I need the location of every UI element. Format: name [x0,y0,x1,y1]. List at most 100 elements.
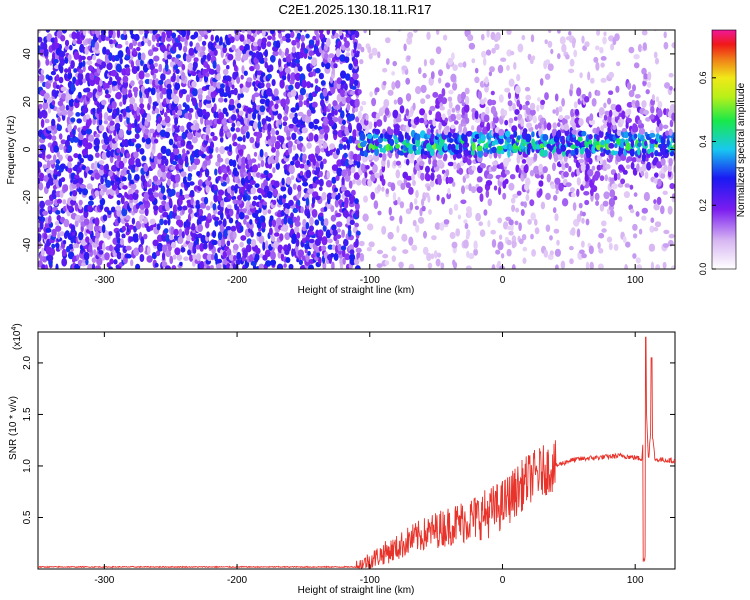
heatmap-cell [340,110,345,119]
heatmap-cell [590,77,595,84]
heatmap-cell [397,30,402,32]
heatmap-cell [523,172,527,179]
heatmap-cell [318,212,324,217]
heatmap-cell [206,231,210,238]
heatmap-cell [644,171,649,180]
heatmap-cell [373,117,378,122]
heatmap-cell [265,82,271,89]
heatmap-cell [398,261,404,269]
heatmap-cell [540,99,546,106]
heatmap-cell [212,135,218,141]
heatmap-cell [83,251,90,261]
heatmap-cell [353,41,358,51]
heatmap-cell [205,99,212,104]
heatmap-cell [359,132,366,141]
heatmap-cell [222,92,229,98]
heatmap-cell [527,142,532,151]
heatmap-x-tick-label: -300 [94,275,114,286]
heatmap-cell [135,220,142,230]
heatmap-cell [353,159,358,166]
heatmap-cell [264,151,268,158]
heatmap-cell [52,51,56,61]
heatmap-cell [323,116,329,126]
heatmap-cell [524,86,531,92]
heatmap-cell [201,45,206,52]
heatmap-cell [103,111,109,121]
snr-multiplier-close: ) [12,323,23,326]
heatmap-cell [591,185,598,193]
heatmap-cell [101,99,107,106]
heatmap-cell [645,89,650,95]
heatmap-cell [318,186,323,192]
heatmap-cell [515,85,521,95]
heatmap-cell [214,168,218,176]
heatmap-cell [133,247,140,256]
heatmap-cell [534,219,538,226]
heatmap-cell [177,34,182,42]
heatmap-cell [595,139,600,146]
heatmap-cell [396,225,400,233]
heatmap-cell [140,52,146,61]
heatmap-cell [184,104,190,112]
heatmap-cell [58,154,63,162]
heatmap-cell [457,214,462,220]
heatmap-cell [186,234,192,242]
heatmap-cell [615,85,620,93]
heatmap-cell [588,245,594,255]
heatmap-cell [340,70,347,79]
heatmap-cell [155,250,161,257]
heatmap-cell [225,226,232,231]
heatmap-cell [69,44,73,51]
heatmap-cell [565,54,570,60]
heatmap-cell [255,63,260,71]
heatmap-cell [76,254,80,261]
heatmap-cell [382,253,389,259]
heatmap-cell [554,213,559,222]
heatmap-cell [518,238,524,245]
heatmap-cell [408,263,415,269]
heatmap-cell [641,30,648,36]
heatmap-cell [169,234,174,241]
heatmap-cell [263,179,268,188]
heatmap-cell [549,235,553,241]
heatmap-cell [134,166,139,172]
heatmap-cell [187,62,194,71]
heatmap-cell [126,113,131,118]
heatmap-cell [217,258,223,264]
heatmap-cell [122,185,128,190]
heatmap-cell [632,253,637,259]
heatmap-cell [539,78,544,86]
heatmap-cell [152,47,159,52]
heatmap-cell [101,152,108,160]
heatmap-cell [423,230,427,239]
heatmap-cell [232,159,237,168]
heatmap-cell [189,254,194,262]
heatmap-cell [74,202,79,212]
heatmap-cell [153,192,160,198]
heatmap-cell [444,117,448,123]
heatmap-cell [94,225,101,232]
heatmap-cell [56,214,62,221]
heatmap-cell [498,94,504,103]
heatmap-cell [172,182,176,189]
heatmap-cell [230,114,237,121]
heatmap-cell [125,253,132,259]
heatmap-cell [516,190,522,196]
snr-y-tick-label: 1.5 [22,407,33,421]
heatmap-cell [546,143,552,149]
heatmap-cell [78,177,84,185]
heatmap-cell [604,174,608,182]
heatmap-cell [343,36,347,43]
heatmap-cell [85,258,89,266]
heatmap-cell [290,175,295,181]
heatmap-cell [303,100,308,106]
heatmap-cell [508,117,514,124]
heatmap-cell [170,188,176,196]
heatmap-cell [281,74,287,81]
heatmap-cell [591,165,596,171]
heatmap-cell [473,248,478,256]
heatmap-cell [345,139,350,144]
heatmap-cell [436,30,440,35]
heatmap-cell [296,199,301,207]
heatmap-cell [290,72,297,82]
